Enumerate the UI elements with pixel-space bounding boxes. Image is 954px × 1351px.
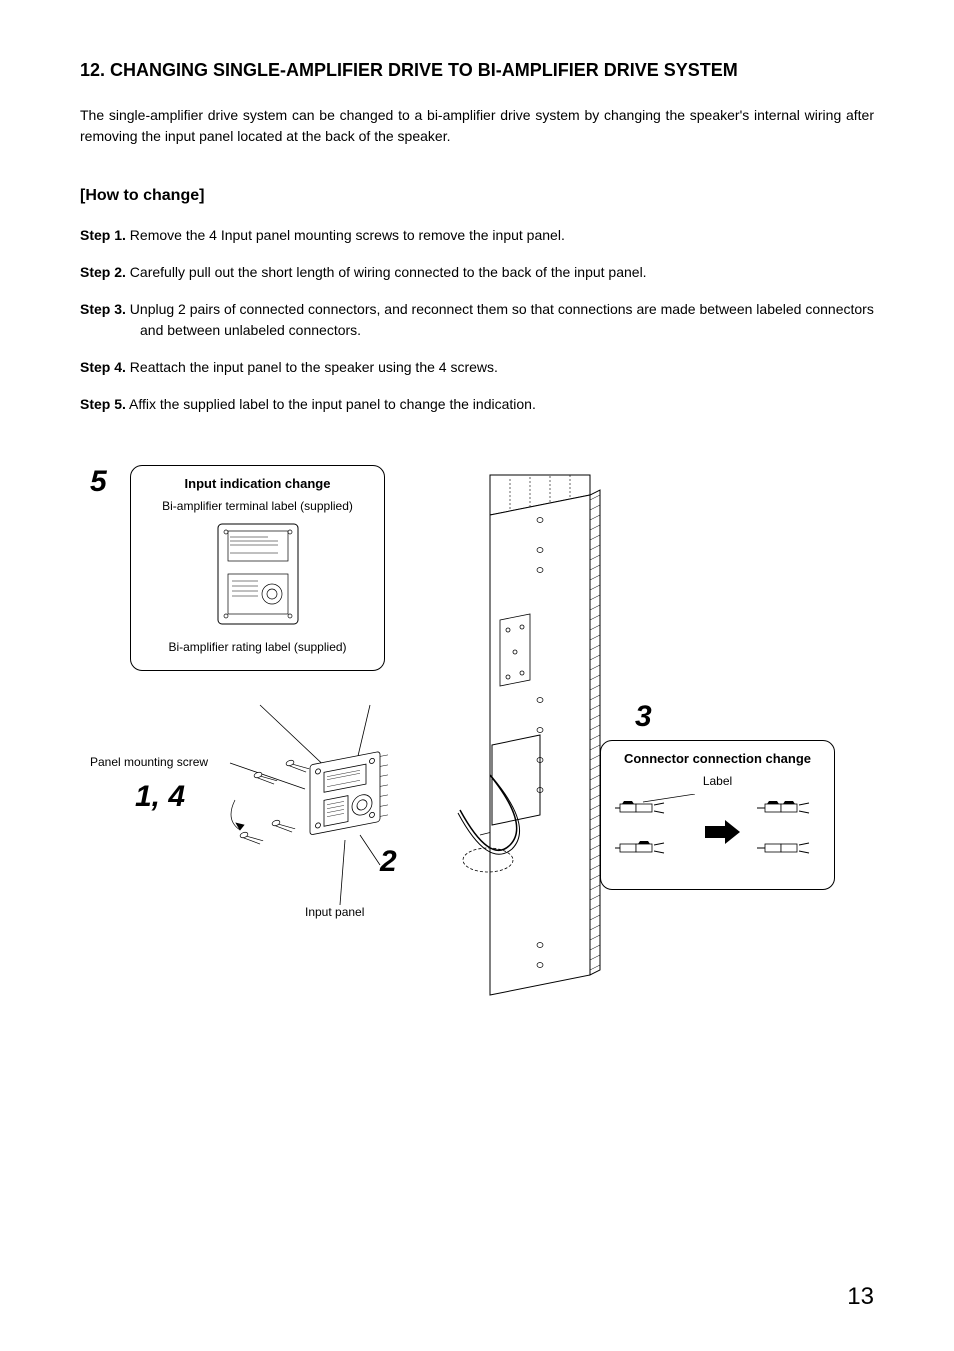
step-label: Step 1.	[80, 227, 126, 243]
subsection-title: [How to change]	[80, 187, 874, 205]
step-2: Step 2. Carefully pull out the short len…	[80, 262, 874, 283]
page-number: 13	[847, 1283, 874, 1311]
step-label: Step 5.	[80, 396, 126, 412]
section-title: 12. CHANGING SINGLE-AMPLIFIER DRIVE TO B…	[80, 60, 874, 81]
step-1: Step 1. Remove the 4 Input panel mountin…	[80, 225, 874, 246]
section-title-text: CHANGING SINGLE-AMPLIFIER DRIVE TO BI-AM…	[110, 60, 738, 80]
step-text: Affix the supplied label to the input pa…	[129, 396, 536, 412]
step-text: Reattach the input panel to the speaker …	[130, 359, 498, 375]
step-label: Step 2.	[80, 264, 126, 280]
step-label: Step 4.	[80, 359, 126, 375]
diagram-area: 5 Input indication change Bi-amplifier t…	[80, 465, 874, 1025]
speaker-drawing	[230, 465, 630, 1005]
step-5: Step 5. Affix the supplied label to the …	[80, 394, 874, 415]
intro-paragraph: The single-amplifier drive system can be…	[80, 105, 874, 147]
step-text: Carefully pull out the short length of w…	[130, 264, 647, 280]
step-text: Unplug 2 pairs of connected connectors, …	[130, 301, 874, 338]
step-4: Step 4. Reattach the input panel to the …	[80, 357, 874, 378]
step-text: Remove the 4 Input panel mounting screws…	[130, 227, 565, 243]
step-label: Step 3.	[80, 301, 126, 317]
step-3: Step 3. Unplug 2 pairs of connected conn…	[80, 299, 874, 341]
section-number: 12.	[80, 60, 105, 80]
